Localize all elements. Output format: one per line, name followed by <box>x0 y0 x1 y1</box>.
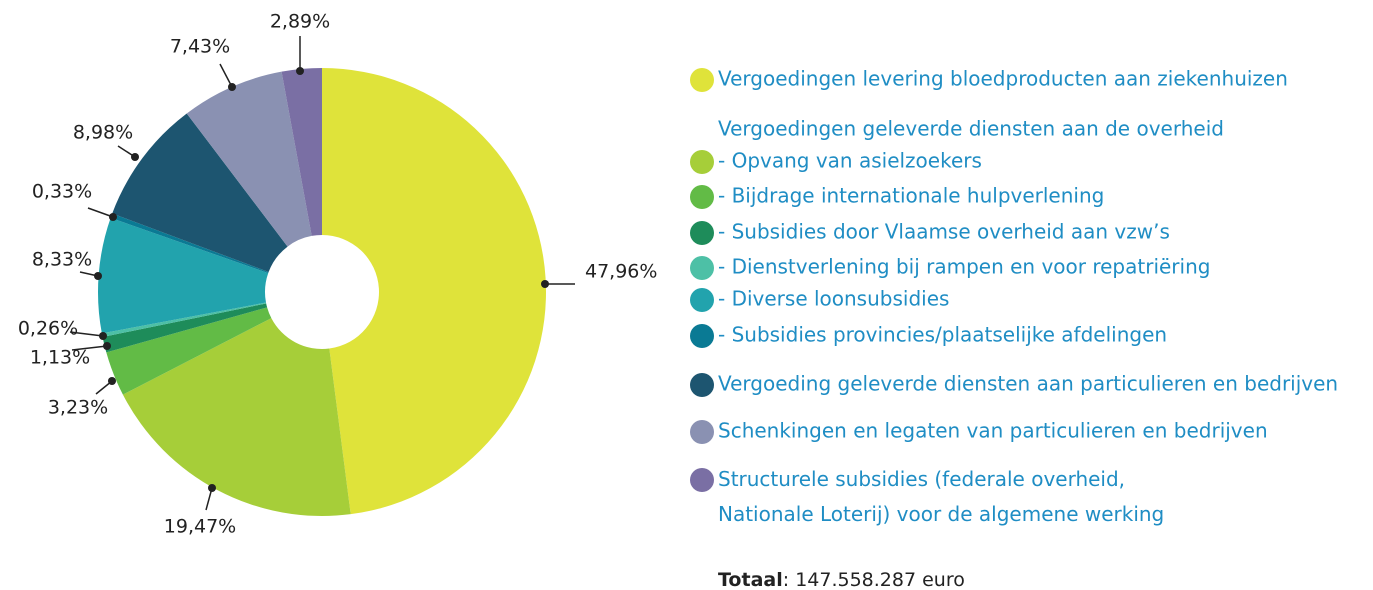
donut-slice <box>112 113 288 273</box>
leader-dot <box>108 377 116 385</box>
leader-dot <box>228 83 236 91</box>
legend-swatch <box>690 221 714 245</box>
total: Totaal: 147.558.287 euro <box>718 569 965 590</box>
legend-swatch <box>690 150 714 174</box>
donut-slice <box>186 71 312 247</box>
legend-swatch <box>690 68 714 92</box>
leader-dot <box>109 213 117 221</box>
value-label: 8,98% <box>73 122 133 144</box>
legend-label: Vergoedingen levering bloedproducten aan… <box>718 67 1288 91</box>
value-label: 1,13% <box>30 347 90 369</box>
donut-slice <box>98 217 269 334</box>
leader-dot <box>99 332 107 340</box>
value-label: 0,33% <box>32 181 92 203</box>
leader-line <box>71 345 108 351</box>
total-sep: : <box>783 569 795 590</box>
leader-dot <box>131 153 139 161</box>
leader-dot <box>541 280 549 288</box>
value-label: 3,23% <box>48 397 108 419</box>
value-label: 47,96% <box>585 261 657 283</box>
leader-line <box>87 207 114 218</box>
legend-swatch <box>690 288 714 312</box>
donut-slice <box>122 318 351 516</box>
legend-label-line: Nationale Loterij) voor de algemene werk… <box>718 502 1164 526</box>
leader-dot <box>296 67 304 75</box>
legend-label: - Subsidies door Vlaamse overheid aan vz… <box>718 220 1170 244</box>
legend-label: - Opvang van asielzoekers <box>718 149 982 173</box>
donut-slice <box>101 302 267 337</box>
leader-dot <box>103 342 111 350</box>
legend-label: Schenkingen en legaten van particulieren… <box>718 419 1268 443</box>
legend-label: - Dienstverlening bij rampen en voor rep… <box>718 255 1210 279</box>
legend-swatch <box>690 185 714 209</box>
leader-line <box>219 63 233 88</box>
legend-swatch <box>690 324 714 348</box>
legend-swatch <box>690 468 714 492</box>
donut-slice <box>281 68 322 236</box>
donut-slice <box>110 213 269 274</box>
legend-group: Vergoedingen geleverde diensten aan de o… <box>718 117 1224 141</box>
value-label: 7,43% <box>170 36 230 58</box>
value-label: 0,26% <box>18 318 78 340</box>
legend-swatch <box>690 256 714 280</box>
donut-slice <box>106 307 272 395</box>
legend-swatch <box>690 373 714 397</box>
leader-line <box>69 331 104 337</box>
legend-label: - Diverse loonsubsidies <box>718 287 949 311</box>
value-label: 8,33% <box>32 249 92 271</box>
donut-slice <box>322 68 547 515</box>
legend-label: Vergoeding geleverde diensten aan partic… <box>718 372 1338 396</box>
total-value: 147.558.287 euro <box>795 569 965 590</box>
legend-label: - Bijdrage internationale hulpverlening <box>718 184 1104 208</box>
legend-label-line: Structurele subsidies (federale overheid… <box>718 467 1125 491</box>
value-label: 2,89% <box>270 11 330 33</box>
donut-slice <box>102 303 268 353</box>
leader-dot <box>94 272 102 280</box>
legend-swatch <box>690 420 714 444</box>
total-label: Totaal <box>718 569 783 590</box>
leader-dot <box>208 484 216 492</box>
value-label: 19,47% <box>164 516 236 538</box>
legend-label: Structurele subsidies (federale overheid… <box>718 467 1164 526</box>
legend-label: - Subsidies provincies/plaatselijke afde… <box>718 323 1167 347</box>
